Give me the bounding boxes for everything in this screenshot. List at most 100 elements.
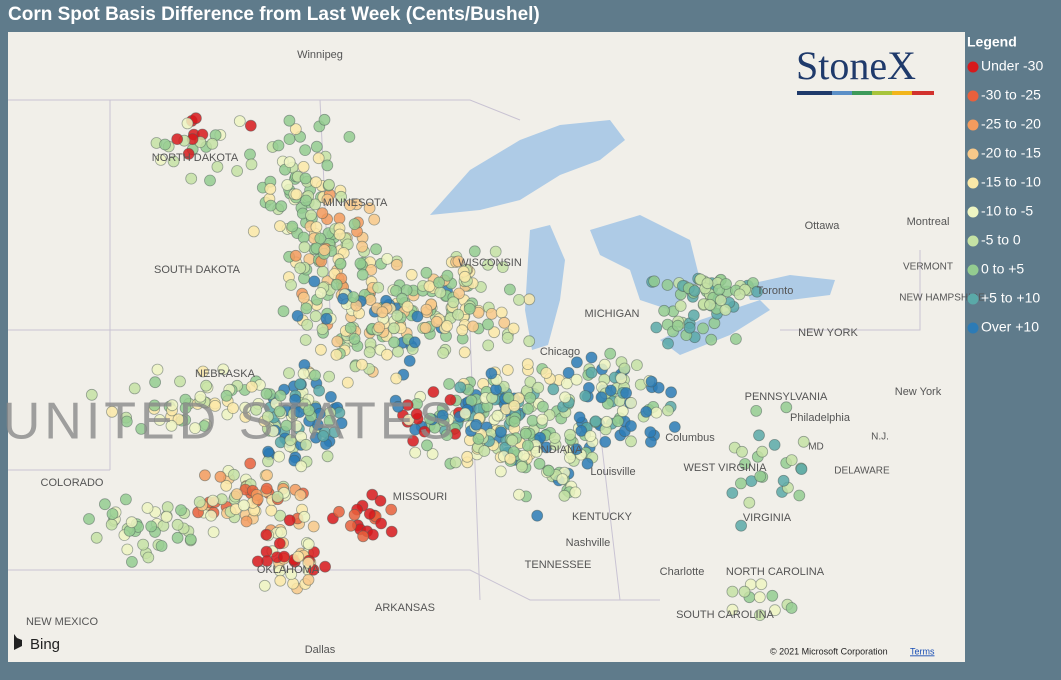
location-dot [171,133,184,146]
terms-link[interactable]: Terms [910,646,935,656]
lake-superior [430,120,625,215]
location-dot [251,493,264,506]
location-dot [313,384,326,397]
location-dot [575,424,588,437]
location-dot [314,343,327,356]
location-dot [604,347,617,360]
location-dot [468,245,481,258]
location-dot [542,464,555,477]
location-dot [344,199,356,212]
location-dot [665,386,677,399]
location-dot [674,300,687,312]
location-dot [363,508,376,520]
location-dot [260,528,273,541]
location-dot [205,509,218,522]
legend-label: -25 to -20 [981,116,1041,132]
place-label: TENNESSEE [525,559,592,571]
location-dot [161,501,174,514]
location-dot [766,589,779,602]
location-dot [370,243,383,256]
location-dot [631,359,643,372]
location-dot [237,499,250,512]
bing-icon [14,634,22,650]
location-dot [459,407,472,420]
location-dot [331,335,344,348]
legend-label: -20 to -15 [981,145,1041,161]
location-dot [214,470,227,483]
location-dot [485,367,498,380]
location-dot [333,505,345,518]
location-dot [281,179,294,191]
location-dot [294,378,307,391]
place-label: MINNESOTA [323,197,388,209]
location-dot [151,363,164,376]
place-label: Montreal [907,216,950,228]
place-label: Toronto [757,285,794,297]
location-dot [310,140,323,153]
location-dot [244,119,257,132]
location-dot [521,358,534,371]
location-dot [522,439,534,452]
location-dot [430,315,443,328]
place-label: COLORADO [41,477,104,489]
state-borders [8,99,921,601]
location-dot [274,389,287,402]
location-dot [735,477,747,490]
location-dot [207,526,220,538]
location-dot [687,309,700,322]
place-label: ARKANSAS [375,602,435,614]
location-dot [381,252,394,265]
place-label: NORTH CAROLINA [726,566,825,578]
location-dots [83,112,810,621]
location-dot [333,212,346,225]
location-dot [524,376,537,388]
location-dot [245,158,258,171]
place-label: SOUTH CAROLINA [676,609,774,621]
location-dot [245,380,258,393]
location-dot [461,450,474,463]
location-dot [175,504,187,517]
location-dot [556,473,569,486]
location-dot [189,422,202,435]
location-dot [283,156,296,169]
location-dot [318,244,331,256]
location-dot [220,389,233,402]
location-dot [302,573,315,586]
location-dot [286,220,299,233]
map: Winnipeg NORTH DAKOTA MINNESOTA SOUTH DAKOT… [3,32,985,662]
location-dot [612,415,624,428]
location-dot [290,188,303,201]
location-dot [280,419,293,432]
location-dot [204,174,216,187]
location-dot [307,520,320,533]
location-dot [458,270,471,283]
location-dot [244,457,257,470]
location-dot [482,339,495,352]
place-label: OKLAHOMA [257,564,320,576]
location-dot [600,415,613,428]
location-dot [441,320,453,332]
legend-swatch [967,61,979,73]
location-dot [625,435,637,448]
location-dot [211,160,224,173]
location-dot [750,404,763,417]
location-dot [558,489,571,502]
location-dot [501,364,514,376]
location-dot [388,336,401,349]
location-dot [573,411,586,424]
location-dot [244,148,256,161]
legend-swatch [967,148,979,160]
location-dot [277,305,290,318]
legend: Under -30 -30 to -25 -25 to -20 -20 to -15 -… [967,58,1043,335]
location-dot [227,468,240,481]
location-dot [526,414,539,427]
place-label: WISCONSIN [458,257,522,269]
location-dot [294,262,307,275]
location-dot [333,228,346,241]
location-dot [434,286,447,299]
location-dot [376,306,389,319]
location-dot [662,404,674,417]
location-dot [106,508,119,520]
location-dot [478,445,491,457]
location-dot [308,275,321,288]
